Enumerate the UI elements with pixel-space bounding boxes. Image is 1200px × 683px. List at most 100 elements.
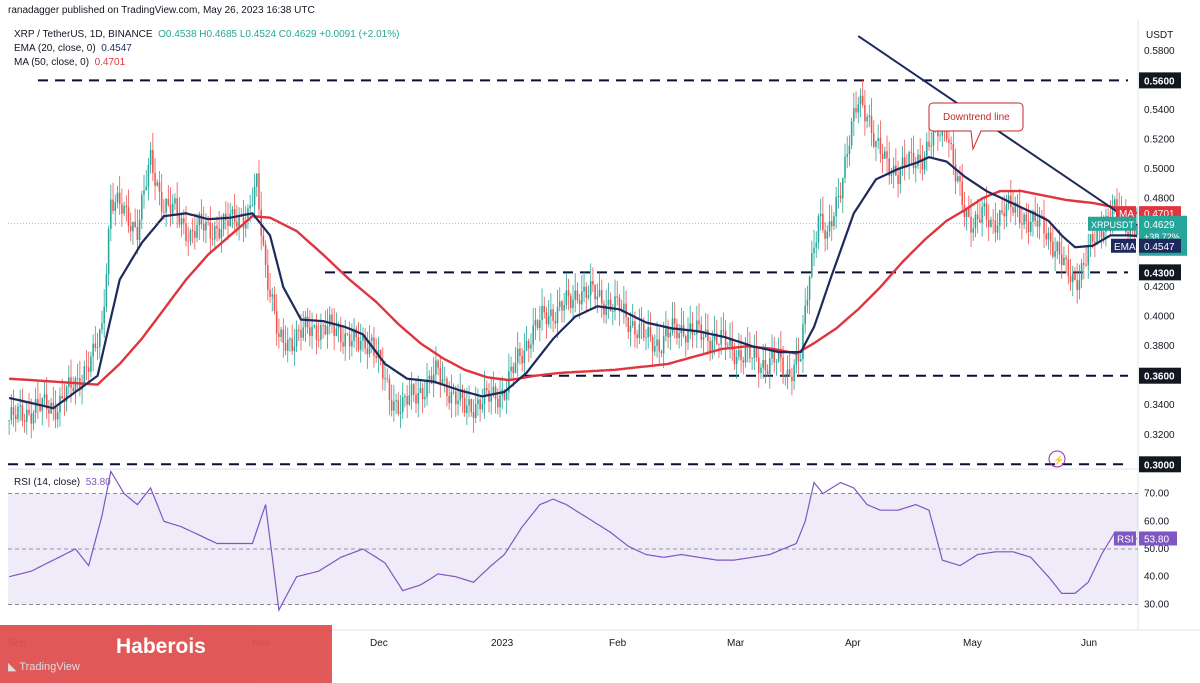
- candle-body: [1005, 204, 1008, 217]
- candle-body: [74, 378, 77, 392]
- tradingview-logo[interactable]: ◣ TradingView: [8, 660, 80, 673]
- candle-body: [819, 213, 822, 217]
- ma-legend[interactable]: MA (50, close, 0) 0.4701: [14, 57, 125, 68]
- candle-body: [543, 305, 546, 313]
- candle-body: [1080, 263, 1083, 281]
- candle-body: [107, 228, 110, 275]
- candle-body: [616, 296, 619, 298]
- candle-body: [1076, 279, 1078, 290]
- candle-body: [304, 316, 307, 328]
- candle-body: [875, 141, 877, 147]
- candle-body: [1056, 241, 1059, 252]
- candle-body: [901, 157, 904, 169]
- candle-body: [939, 135, 941, 137]
- candle-body: [930, 145, 933, 147]
- candle-body: [386, 378, 389, 380]
- candle-body: [271, 294, 274, 297]
- candle-body: [355, 328, 358, 338]
- candle-body: [499, 395, 501, 408]
- candle-body: [116, 192, 119, 203]
- candle-body: [390, 400, 393, 411]
- price-tick-0.3400: 0.3400: [1144, 400, 1175, 411]
- candle-body: [187, 240, 189, 242]
- candle-body: [211, 238, 214, 240]
- candle-body: [404, 396, 406, 398]
- candle-body: [167, 198, 170, 205]
- candle-body: [505, 392, 508, 400]
- ma-tag-label-bg: [1116, 206, 1136, 221]
- candle-body: [512, 366, 515, 374]
- watermark-banner: Haberois: [0, 625, 332, 683]
- candle-body: [532, 325, 534, 345]
- candle-body: [762, 359, 764, 368]
- candle-body: [94, 343, 97, 348]
- candle-body: [1094, 241, 1096, 243]
- candle-body: [629, 325, 632, 332]
- candle-body: [503, 389, 506, 400]
- candle-body: [842, 178, 844, 199]
- candle-body: [707, 329, 709, 342]
- candle-body: [152, 149, 154, 173]
- candle-body: [994, 220, 997, 233]
- time-tick-Dec: Dec: [370, 638, 388, 649]
- candle-body: [481, 404, 484, 410]
- candle-body: [764, 359, 767, 371]
- candle-body: [625, 303, 627, 318]
- candle-body: [54, 406, 57, 420]
- candle-body: [342, 342, 344, 347]
- candle-body: [742, 360, 745, 363]
- candle-body: [30, 413, 32, 424]
- candle-body: [103, 306, 105, 324]
- candle-body: [985, 203, 988, 220]
- candle-body: [176, 198, 178, 214]
- candle-body: [558, 301, 561, 307]
- candle-body: [37, 398, 39, 406]
- rsi-legend[interactable]: RSI (14, close) 53.80: [14, 477, 111, 488]
- candle-body: [638, 324, 641, 339]
- candle-body: [306, 316, 309, 328]
- candle-body: [990, 219, 992, 227]
- candle-body: [983, 203, 986, 207]
- candle-body: [696, 320, 698, 334]
- candle-body: [587, 295, 590, 298]
- candle-body: [61, 395, 63, 399]
- candle-body: [600, 290, 603, 304]
- candle-body: [410, 384, 413, 396]
- candle-body: [689, 323, 691, 330]
- candle-body: [432, 374, 435, 384]
- candle-body: [870, 115, 873, 134]
- candle-body: [322, 324, 324, 326]
- candle-body: [804, 305, 806, 325]
- candle-body: [749, 344, 751, 359]
- candle-body: [974, 214, 977, 229]
- candle-body: [311, 326, 313, 336]
- candle-body: [446, 378, 448, 397]
- candle-body: [267, 264, 269, 290]
- candle-body: [1043, 216, 1045, 234]
- candle-body: [76, 378, 79, 379]
- ma-legend-label: MA (50, close, 0): [14, 57, 90, 68]
- candle-body: [1038, 215, 1041, 227]
- candle-body: [903, 157, 906, 166]
- candle-body: [877, 138, 879, 142]
- candle-body: [280, 329, 282, 338]
- candle-body: [200, 213, 203, 224]
- candle-body: [514, 362, 517, 374]
- candle-body: [160, 191, 163, 212]
- price-tick-0.3800: 0.3800: [1144, 341, 1175, 352]
- candle-body: [718, 343, 720, 345]
- candle-body: [260, 209, 262, 236]
- candle-body: [917, 154, 919, 166]
- candle-body: [194, 231, 196, 238]
- candle-body: [1025, 214, 1028, 222]
- candle-body: [477, 399, 479, 405]
- ema-legend[interactable]: EMA (20, close, 0) 0.4547: [14, 43, 132, 54]
- candle-body: [508, 371, 510, 393]
- candle-body: [1032, 211, 1034, 222]
- candle-body: [702, 337, 705, 340]
- candle-body: [238, 214, 240, 227]
- symbol-title[interactable]: XRP / TetherUS, 1D, BINANCE: [14, 29, 153, 40]
- candle-body: [244, 221, 247, 229]
- candle-body: [884, 151, 886, 159]
- candle-body: [872, 133, 875, 147]
